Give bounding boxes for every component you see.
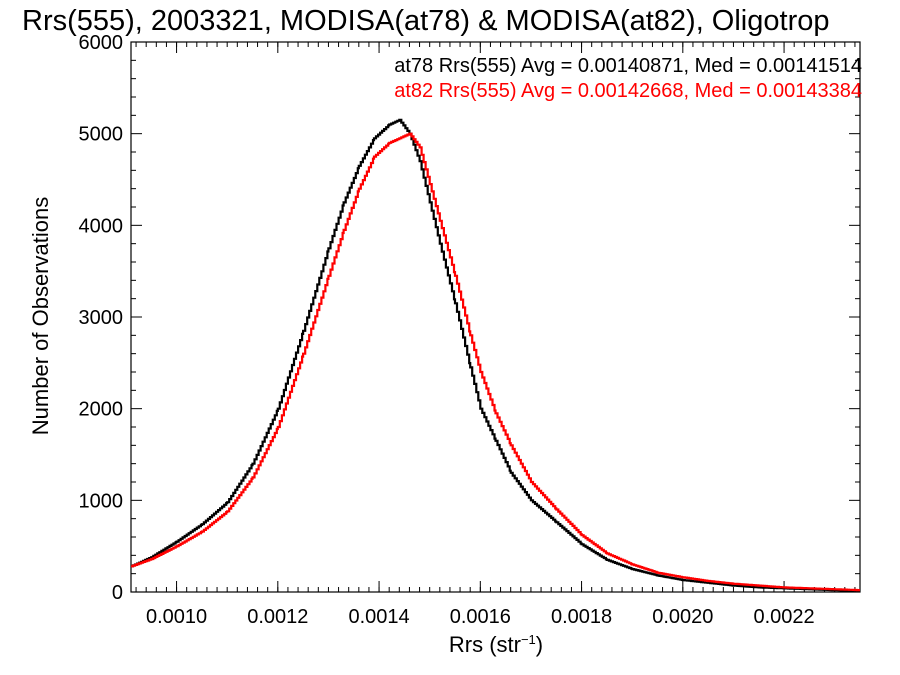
plot-frame: [130, 41, 861, 593]
plot-border: [130, 41, 861, 593]
x-tick-label: 0.0020: [652, 606, 713, 628]
y-tick-labels: 0 1000 2000 3000 4000 5000 6000: [79, 32, 124, 604]
legend-entry-at78: at78 Rrs(555) Avg = 0.00140871, Med = 0.…: [394, 55, 862, 77]
chart-title: Rrs(555), 2003321, MODISA(at78) & MODISA…: [22, 5, 829, 37]
y-tick-label: 2000: [79, 399, 124, 421]
y-tick-label: 5000: [79, 124, 124, 146]
y-tick-label: 0: [112, 582, 123, 604]
x-tick-label: 0.0012: [247, 606, 308, 628]
series-at78-step-line: [131, 118, 860, 593]
axis-ticks: [131, 41, 860, 593]
y-axis-label: Number of Observations: [28, 197, 53, 435]
y-tick-label: 4000: [79, 215, 124, 237]
series-at82-step-line: [131, 132, 860, 592]
x-tick-label: 0.0022: [753, 606, 814, 628]
x-axis-label-superscript: −1: [521, 632, 536, 647]
y-tick-label: 3000: [79, 307, 124, 329]
x-tick-label: 0.0010: [146, 606, 207, 628]
series-layer: [131, 118, 860, 593]
x-tick-label: 0.0014: [348, 606, 409, 628]
x-axis-label: Rrs (str−1): [449, 632, 543, 657]
x-tick-label: 0.0018: [551, 606, 612, 628]
x-tick-label: 0.0016: [450, 606, 511, 628]
legend-entry-at82: at82 Rrs(555) Avg = 0.00142668, Med = 0.…: [394, 80, 862, 102]
x-axis-label-close: ): [536, 632, 543, 657]
y-tick-label: 6000: [79, 32, 124, 54]
x-axis-label-main: Rrs (str: [449, 632, 521, 657]
y-tick-label: 1000: [79, 490, 124, 512]
x-tick-labels: 0.0010 0.0012 0.0014 0.0016 0.0018 0.0020 0.00…: [146, 606, 815, 628]
